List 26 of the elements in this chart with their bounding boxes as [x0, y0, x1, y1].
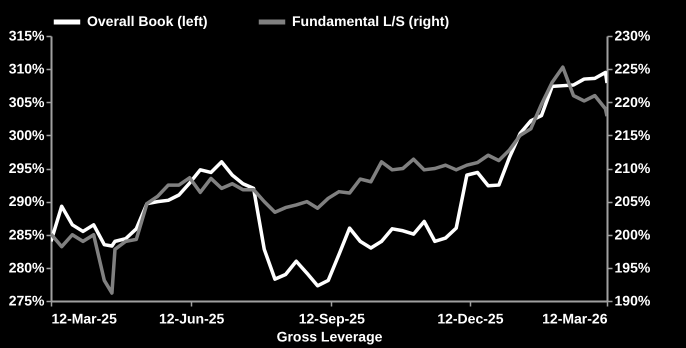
y-tick-label: 300%	[8, 126, 46, 143]
y2-tick-label: 195%	[614, 259, 651, 276]
y-tick-label: 315%	[8, 28, 46, 44]
x-tick-label: 12-Jun-25	[158, 310, 225, 326]
y-tick-label: 280%	[8, 259, 46, 276]
y2-tick-label: 210%	[614, 160, 651, 176]
y-tick-label: 305%	[8, 94, 46, 110]
x-axis-title: Gross Leverage	[276, 328, 383, 344]
y2-tick-label: 200%	[614, 226, 651, 242]
y2-tick-label: 220%	[614, 94, 651, 110]
y-tick-label: 310%	[8, 60, 46, 77]
y-tick-label: 285%	[8, 226, 46, 242]
y-tick-label: 295%	[8, 160, 46, 176]
y-tick-label: 290%	[8, 193, 46, 210]
x-tick-label: 12-Mar-26	[542, 310, 608, 326]
legend-label: Overall Book (left)	[87, 13, 208, 29]
y2-tick-label: 205%	[614, 193, 651, 210]
y2-tick-label: 230%	[614, 28, 651, 44]
y2-tick-label: 215%	[614, 126, 651, 143]
y2-tick-label: 190%	[614, 292, 651, 308]
x-tick-label: 12-Dec-25	[437, 310, 504, 326]
legend-label: Fundamental L/S (right)	[292, 13, 450, 29]
y-tick-label: 275%	[8, 292, 46, 308]
x-tick-label: 12-Sep-25	[298, 310, 366, 326]
y2-tick-label: 225%	[614, 60, 651, 77]
x-tick-label: 12-Mar-25	[52, 310, 118, 326]
